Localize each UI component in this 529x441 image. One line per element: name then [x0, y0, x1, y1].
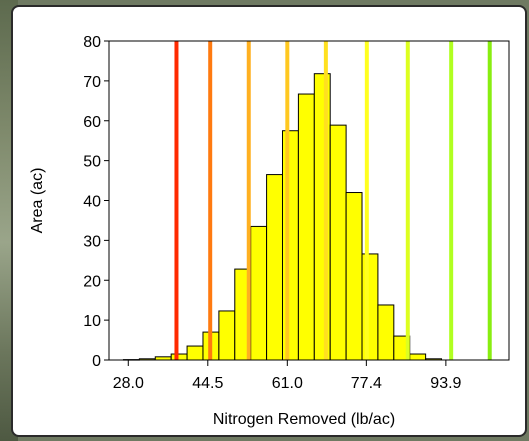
histogram-bar [281, 130, 299, 361]
x-tick-label: 61.0 [272, 375, 303, 392]
x-axis-title: Nitrogen Removed (lb/ac) [213, 411, 395, 428]
histogram-bar [345, 192, 363, 361]
histogram-bar [409, 353, 427, 361]
histogram-bar [266, 174, 283, 361]
y-tick-label: 20 [83, 273, 101, 290]
y-tick-label: 80 [83, 34, 101, 51]
y-tick-label: 60 [83, 114, 101, 131]
y-axis-title: Area (ac) [29, 168, 46, 234]
y-tick-label: 40 [83, 194, 101, 211]
x-tick-label: 93.9 [430, 375, 461, 392]
x-tick-label: 28.0 [113, 375, 144, 392]
histogram-bar [297, 93, 315, 361]
histogram-bar [250, 225, 268, 361]
histogram-bar [218, 310, 236, 361]
y-tick-label: 10 [83, 313, 101, 330]
histogram-bar [329, 124, 347, 361]
x-tick-label: 44.5 [192, 375, 223, 392]
histogram-bar [377, 304, 395, 361]
y-tick-label: 0 [92, 353, 101, 370]
y-ticks-group: 0 10 20 30 40 50 60 70 80 [83, 34, 109, 370]
histogram-bar [170, 353, 188, 361]
y-tick-label: 30 [83, 233, 101, 250]
bars-group [122, 73, 443, 361]
histogram-bar [186, 345, 204, 361]
threshold-lines-group [174, 41, 492, 360]
x-tick-label: 77.4 [351, 375, 382, 392]
histogram-bar [361, 253, 379, 361]
x-ticks-group: 28.0 44.5 61.0 77.4 93.9 [113, 360, 462, 392]
y-tick-label: 70 [83, 74, 101, 91]
y-tick-label: 50 [83, 154, 101, 171]
